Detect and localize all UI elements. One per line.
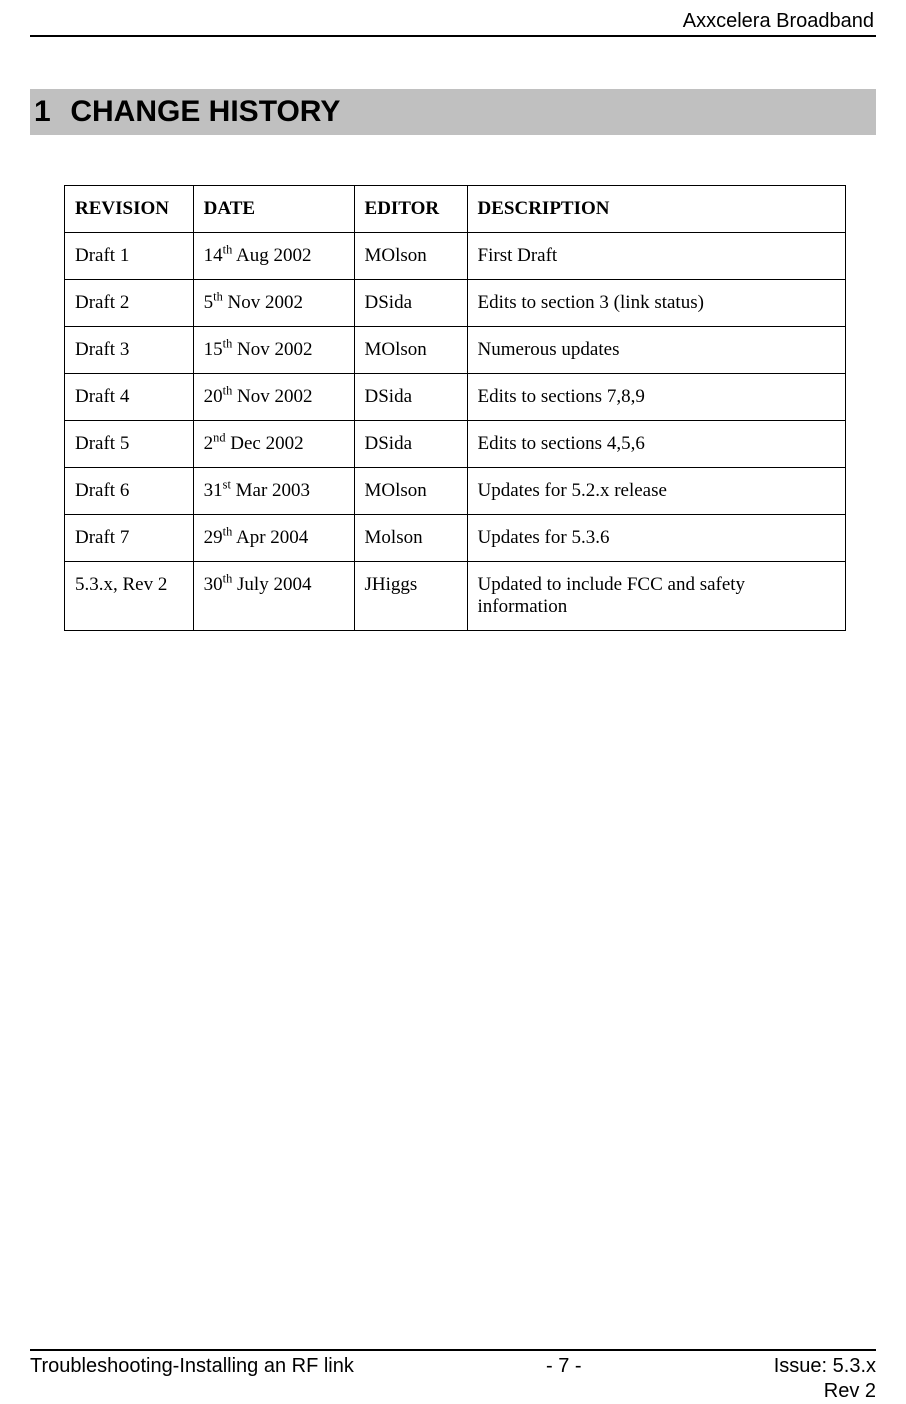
cell-description: Edits to sections 4,5,6 xyxy=(467,421,845,468)
cell-date: 2nd Dec 2002 xyxy=(193,421,354,468)
cell-description: Updates for 5.3.6 xyxy=(467,515,845,562)
page-header: Axxcelera Broadband xyxy=(30,0,876,37)
cell-description: Updates for 5.2.x release xyxy=(467,468,845,515)
cell-revision: Draft 5 xyxy=(65,421,194,468)
header-company: Axxcelera Broadband xyxy=(30,10,876,33)
cell-editor: JHiggs xyxy=(354,562,467,631)
cell-editor: DSida xyxy=(354,421,467,468)
table-row: Draft 420th Nov 2002DSidaEdits to sectio… xyxy=(65,374,846,421)
footer-rev: Rev 2 xyxy=(30,1380,876,1402)
cell-date: 14th Aug 2002 xyxy=(193,233,354,280)
table-row: Draft 114th Aug 2002MOlsonFirst Draft xyxy=(65,233,846,280)
cell-editor: MOlson xyxy=(354,233,467,280)
cell-revision: Draft 1 xyxy=(65,233,194,280)
footer-rule xyxy=(30,1349,876,1351)
cell-revision: Draft 7 xyxy=(65,515,194,562)
cell-editor: MOlson xyxy=(354,327,467,374)
cell-editor: DSida xyxy=(354,280,467,327)
cell-description: First Draft xyxy=(467,233,845,280)
table-row: Draft 631st Mar 2003MOlsonUpdates for 5.… xyxy=(65,468,846,515)
footer-issue: Issue: 5.3.x xyxy=(774,1355,876,1378)
cell-editor: DSida xyxy=(354,374,467,421)
cell-description: Edits to section 3 (link status) xyxy=(467,280,845,327)
cell-date: 30th July 2004 xyxy=(193,562,354,631)
cell-revision: Draft 6 xyxy=(65,468,194,515)
col-header-description: DESCRIPTION xyxy=(467,186,845,233)
cell-description: Edits to sections 7,8,9 xyxy=(467,374,845,421)
section-number: 1 xyxy=(34,95,62,129)
cell-revision: Draft 3 xyxy=(65,327,194,374)
section-heading: 1 CHANGE HISTORY xyxy=(30,89,876,135)
footer-page-number: - 7 - xyxy=(546,1355,582,1378)
table-header-row: REVISION DATE EDITOR DESCRIPTION xyxy=(65,186,846,233)
page-footer: Troubleshooting-Installing an RF link - … xyxy=(30,1349,876,1402)
cell-description: Numerous updates xyxy=(467,327,845,374)
cell-date: 31st Mar 2003 xyxy=(193,468,354,515)
table-row: Draft 25th Nov 2002DSidaEdits to section… xyxy=(65,280,846,327)
cell-date: 5th Nov 2002 xyxy=(193,280,354,327)
col-header-editor: EDITOR xyxy=(354,186,467,233)
col-header-revision: REVISION xyxy=(65,186,194,233)
cell-date: 20th Nov 2002 xyxy=(193,374,354,421)
cell-editor: Molson xyxy=(354,515,467,562)
table-row: 5.3.x, Rev 230th July 2004JHiggsUpdated … xyxy=(65,562,846,631)
cell-description: Updated to include FCC and safety inform… xyxy=(467,562,845,631)
cell-date: 15th Nov 2002 xyxy=(193,327,354,374)
cell-revision: Draft 4 xyxy=(65,374,194,421)
table-row: Draft 729th Apr 2004MolsonUpdates for 5.… xyxy=(65,515,846,562)
section-title: CHANGE HISTORY xyxy=(70,95,340,128)
cell-date: 29th Apr 2004 xyxy=(193,515,354,562)
change-history-table: REVISION DATE EDITOR DESCRIPTION Draft 1… xyxy=(64,185,846,631)
header-rule xyxy=(30,35,876,37)
cell-editor: MOlson xyxy=(354,468,467,515)
table-row: Draft 52nd Dec 2002DSidaEdits to section… xyxy=(65,421,846,468)
col-header-date: DATE xyxy=(193,186,354,233)
cell-revision: 5.3.x, Rev 2 xyxy=(65,562,194,631)
footer-doc-title: Troubleshooting-Installing an RF link xyxy=(30,1355,354,1378)
table-row: Draft 315th Nov 2002MOlsonNumerous updat… xyxy=(65,327,846,374)
cell-revision: Draft 2 xyxy=(65,280,194,327)
